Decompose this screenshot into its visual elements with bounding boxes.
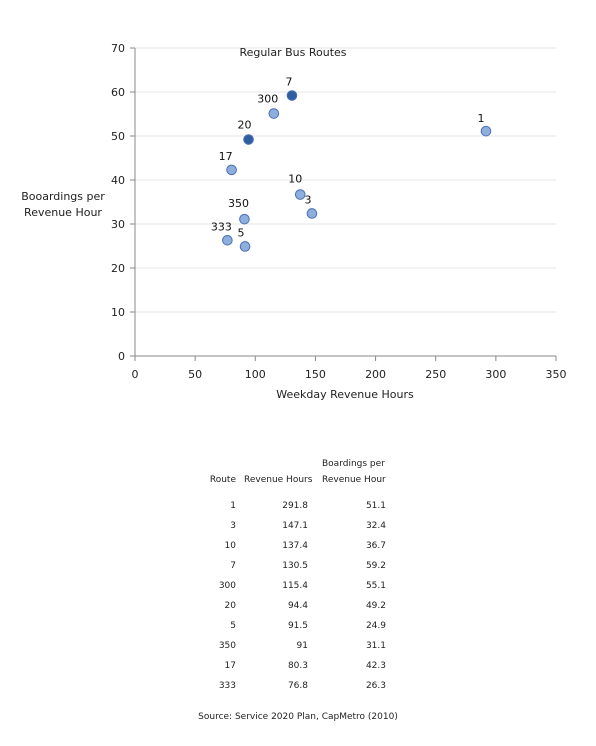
cell-route: 7 (230, 561, 236, 571)
point-labels: 1 310 7 300 20 5 350 17 333 (211, 76, 485, 240)
cell-route: 350 (218, 641, 236, 651)
x-tick-label: 50 (188, 368, 202, 381)
y-tick-label: 60 (111, 86, 125, 99)
cell-revenue-hours: 91 (296, 641, 308, 651)
table-row: 350 91 31.1 (200, 636, 400, 656)
cell-boardings: 31.1 (365, 641, 386, 651)
cell-boardings: 49.2 (365, 601, 386, 611)
y-tick-label: 40 (111, 174, 125, 187)
point-label-route-1: 1 (477, 112, 484, 125)
y-tick-label: 10 (111, 306, 125, 319)
x-tick-label: 200 (365, 368, 386, 381)
tick-labels: 0 10 20 30 40 50 60 70 0 50 100 150 200 250 300 350 (111, 42, 567, 381)
point-label-route-300: 300 (257, 93, 278, 106)
cell-route: 10 (224, 541, 236, 551)
cell-revenue-hours: 91.5 (287, 621, 308, 631)
cell-revenue-hours: 137.4 (282, 541, 308, 551)
gridlines (135, 47, 556, 313)
point-label-route-3: 3 (304, 193, 311, 206)
point-label-route-5: 5 (238, 226, 245, 239)
table-row: 300 115.4 55.1 (200, 576, 400, 596)
cell-route: 20 (224, 601, 236, 611)
y-axis-title: Booardings per Revenue Hour (21, 190, 105, 219)
cell-revenue-hours: 147.1 (282, 521, 308, 531)
x-tick-label: 100 (245, 368, 266, 381)
column-header-revenue-hours: Revenue Hours (244, 475, 313, 485)
table-row: 3 147.1 32.4 (200, 516, 400, 536)
cell-route: 1 (230, 501, 236, 511)
cell-boardings: 24.9 (365, 621, 386, 631)
data-point-route-10 (294, 189, 306, 200)
data-point-route-7 (286, 90, 298, 101)
cell-revenue-hours: 291.8 (282, 501, 308, 511)
table-body: 1 291.8 51.1 3 147.1 32.4 10 137.4 36.7 7 130.5 59.… (200, 496, 400, 696)
point-label-route-7: 7 (285, 76, 292, 89)
table-row: 10 137.4 36.7 (200, 536, 400, 556)
x-tick-label: 300 (485, 368, 506, 381)
point-label-route-20: 20 (238, 119, 252, 132)
source-note: Source: Service 2020 Plan, CapMetro (201… (198, 712, 398, 722)
y-tick-label: 20 (111, 262, 125, 275)
y-tick-label: 70 (111, 42, 125, 55)
cell-route: 5 (230, 621, 236, 631)
cell-boardings: 32.4 (365, 521, 386, 531)
table-row: 1 291.8 51.1 (200, 496, 400, 516)
cell-revenue-hours: 94.4 (287, 601, 308, 611)
table-row: 20 94.4 49.2 (200, 596, 400, 616)
cell-route: 17 (224, 661, 236, 671)
cell-revenue-hours: 115.4 (282, 581, 308, 591)
cell-revenue-hours: 130.5 (282, 561, 308, 571)
data-point-route-1 (480, 125, 492, 137)
point-label-route-17: 17 (219, 150, 233, 163)
data-point-route-17 (226, 164, 237, 176)
cell-boardings: 51.1 (365, 501, 386, 511)
data-point-route-5 (239, 241, 251, 252)
table-header-row: Route Revenue Hours Boardings per Revenue… (200, 456, 400, 496)
column-header-route: Route (209, 475, 236, 485)
x-tick-label: 150 (305, 368, 326, 381)
x-tick-label: 0 (132, 368, 139, 381)
table-row: 5 91.5 24.9 (200, 616, 400, 636)
cell-revenue-hours: 76.8 (287, 681, 308, 691)
data-point-route-20 (243, 134, 254, 145)
x-tick-label: 250 (425, 368, 446, 381)
y-tick-label: 50 (111, 130, 125, 143)
cell-boardings: 26.3 (365, 681, 386, 691)
data-point-route-3 (306, 208, 318, 219)
cell-boardings: 59.2 (365, 561, 386, 571)
cell-route: 333 (218, 681, 236, 691)
table-row: 7 130.5 59.2 (200, 556, 400, 576)
cell-route: 300 (218, 581, 236, 591)
x-axis-title: Weekday Revenue Hours (276, 388, 414, 401)
data-points (222, 90, 492, 252)
table-row: 17 80.3 42.3 (200, 656, 400, 676)
cell-boardings: 42.3 (365, 661, 386, 671)
data-point-route-300 (268, 108, 280, 119)
point-label-route-10: 10 (288, 173, 302, 186)
cell-route: 3 (230, 521, 236, 531)
cell-boardings: 36.7 (365, 541, 386, 551)
point-label-route-350: 350 (228, 197, 249, 210)
x-tick-label: 350 (546, 368, 567, 381)
data-table: Route Revenue Hours Boardings per Revenue… (200, 456, 400, 696)
data-point-route-350 (239, 213, 250, 225)
data-point-route-333 (222, 234, 233, 246)
cell-boardings: 55.1 (365, 581, 386, 591)
y-tick-label: 0 (118, 350, 125, 363)
table-row: 333 76.8 26.3 (200, 676, 400, 696)
axes (130, 47, 557, 361)
chart-title: Regular Bus Routes (239, 46, 346, 59)
column-header-boardings: Boardings per Revenue Hour (322, 459, 386, 485)
cell-revenue-hours: 80.3 (287, 661, 308, 671)
point-label-route-333: 333 (211, 220, 232, 233)
y-tick-label: 30 (111, 218, 125, 231)
